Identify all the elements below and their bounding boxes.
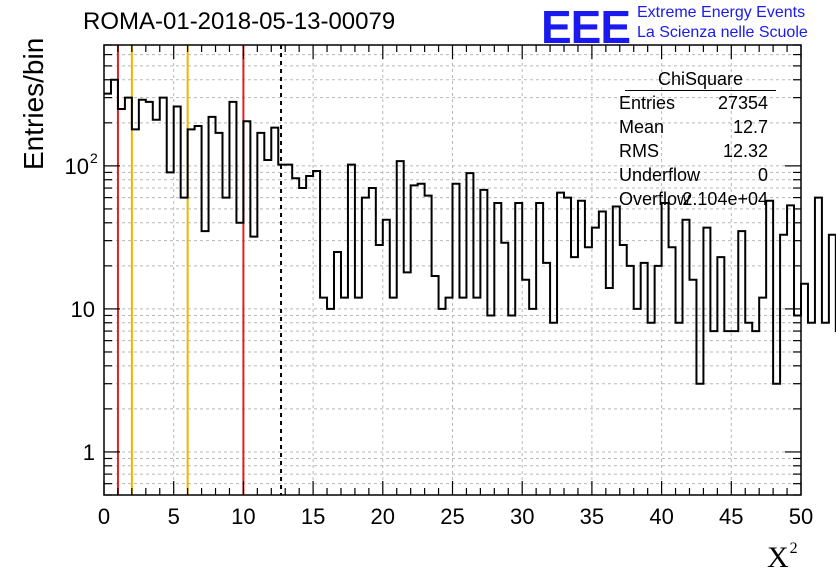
x-axis-label-sup: 2 (789, 540, 798, 557)
x-tick-label: 10 (231, 504, 255, 529)
stats-key: Mean (619, 117, 665, 137)
x-axis-label: X2 (767, 540, 798, 575)
x-tick-label: 50 (789, 504, 813, 529)
stats-row: Entries 27354 (611, 91, 776, 115)
stats-value: 0 (757, 165, 768, 185)
stats-value: 12.32 (722, 141, 768, 161)
stats-row: Mean 12.7 (611, 115, 776, 139)
x-tick-label: 35 (580, 504, 604, 529)
x-tick-label: 30 (510, 504, 534, 529)
stats-value: 2.104e+04 (682, 189, 768, 209)
reference-lines (116, 45, 283, 495)
stats-title: ChiSquare (625, 68, 776, 91)
logo-line-2: La Scienza nelle Scuole (637, 24, 808, 41)
stats-key: Overflow (619, 189, 691, 209)
logo-line-1: Extreme Energy Events (637, 4, 806, 21)
stats-key: Underflow (619, 165, 701, 185)
run-title: ROMA-01-2018-05-13-00079 (83, 8, 396, 35)
stats-key: Entries (619, 93, 676, 113)
plot-frame (103, 44, 802, 496)
stats-row: RMS 12.32 (611, 139, 776, 163)
stats-box: ChiSquare Entries 27354 Mean 12.7 RMS 12.32… (611, 68, 776, 211)
x-axis-label-main: X (767, 541, 789, 574)
x-tick-label: 25 (440, 504, 464, 529)
y-tick-label-exponent: 2 (90, 150, 98, 166)
stats-value: 27354 (717, 93, 768, 113)
x-tick-label: 40 (649, 504, 673, 529)
stats-row: Underflow 0 (611, 163, 776, 187)
histogram-series (104, 78, 836, 385)
y-tick-label: 10 (71, 297, 95, 322)
stats-value: 12.7 (732, 117, 768, 137)
x-tick-label: 15 (301, 504, 325, 529)
stats-row: Overflow 2.104e+04 (611, 187, 776, 211)
stats-key: RMS (619, 141, 659, 161)
x-tick-label: 5 (168, 504, 180, 529)
x-tick-label: 0 (98, 504, 110, 529)
y-tick-label: 10 (65, 154, 89, 179)
y-tick-label: 1 (83, 440, 95, 465)
x-tick-label: 20 (371, 504, 395, 529)
x-tick-label: 45 (719, 504, 743, 529)
